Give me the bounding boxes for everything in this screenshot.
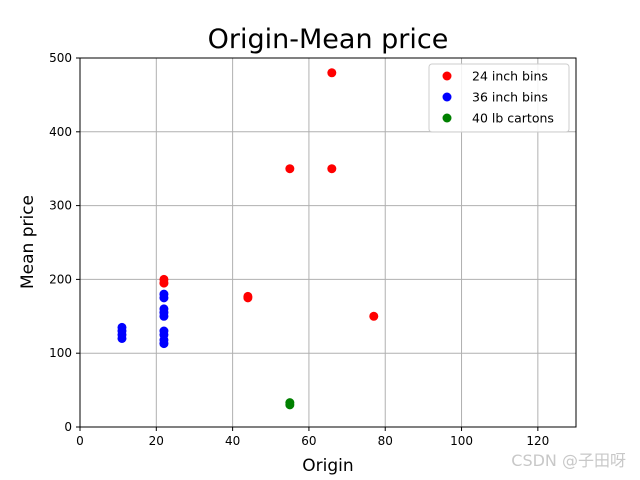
data-point [159,278,169,288]
legend-label: 24 inch bins [472,69,548,84]
watermark: CSDN @子田呀 [511,451,626,470]
data-point [159,293,169,303]
legend-label: 40 lb cartons [472,111,554,126]
chart-title: Origin-Mean price [208,24,449,55]
data-point [117,333,127,343]
axis-ticks: 0 20 40 60 80 100 120 0 100 200 300 400 500 [49,51,549,448]
data-point [285,400,295,410]
data-point [369,311,379,321]
x-tick-label: 80 [378,434,393,448]
y-tick-label: 400 [49,125,72,139]
x-tick-label: 40 [225,434,240,448]
data-points [117,68,379,410]
y-tick-label: 0 [64,420,72,434]
plot-area-frame [79,57,577,428]
y-axis-title: Mean price [18,195,38,289]
y-tick-label: 500 [49,51,72,65]
legend-label: 36 inch bins [472,90,548,105]
data-point [327,68,337,78]
x-tick-label: 100 [450,434,473,448]
data-point [327,164,337,174]
y-tick-label: 200 [49,272,72,286]
legend: 24 inch bins 36 inch bins 40 lb cartons [428,63,570,133]
data-point [243,291,253,301]
legend-marker [442,71,452,81]
legend-box [428,63,570,133]
y-tick-label: 300 [49,199,72,213]
data-point [285,164,295,174]
data-point [159,311,169,321]
x-tick-label: 120 [526,434,549,448]
legend-marker [442,113,452,123]
x-tick-label: 20 [149,434,164,448]
x-axis-title: Origin [302,456,353,476]
legend-marker [442,92,452,102]
x-tick-label: 60 [301,434,316,448]
data-point [159,339,169,349]
x-tick-label: 0 [76,434,84,448]
y-tick-label: 100 [49,346,72,360]
